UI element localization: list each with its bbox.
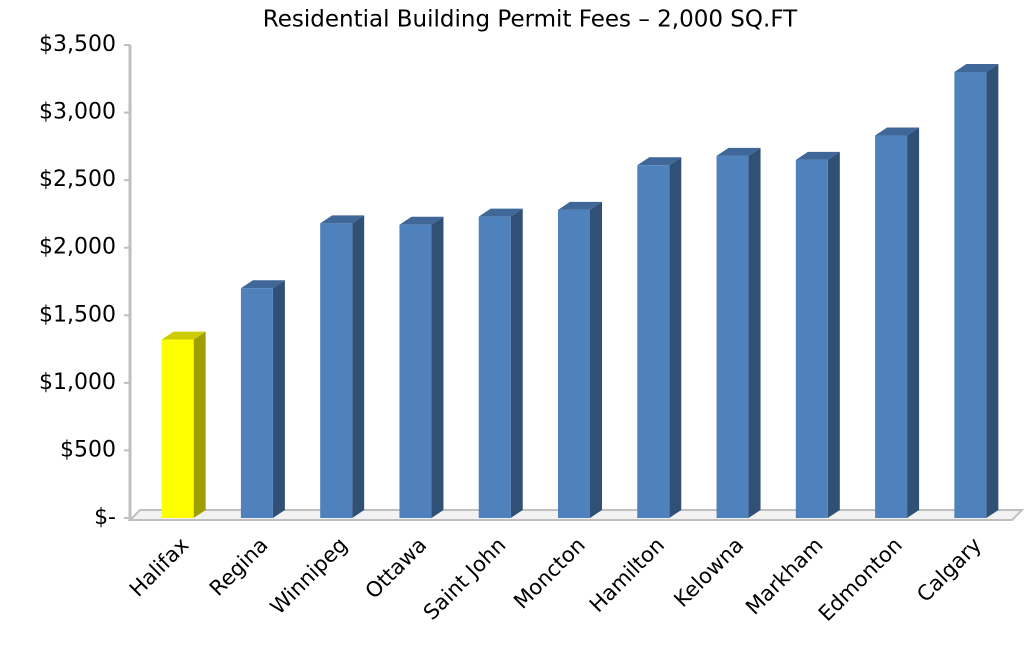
y-tick-label: $500 bbox=[60, 437, 116, 462]
bar-side bbox=[748, 147, 761, 518]
bar-front bbox=[161, 339, 194, 518]
y-tick-label: $1,000 bbox=[39, 370, 116, 395]
bar bbox=[240, 280, 285, 518]
bar-side bbox=[986, 64, 999, 519]
y-tick-label: $2,000 bbox=[39, 235, 116, 260]
bar-front bbox=[954, 72, 987, 519]
bar-side bbox=[510, 208, 523, 519]
y-tick-label: $1,500 bbox=[39, 302, 116, 327]
y-tick-label: $3,000 bbox=[39, 100, 116, 125]
bar-front bbox=[716, 155, 749, 518]
x-tick-label: Winnipeg bbox=[266, 533, 352, 619]
bar-side bbox=[272, 280, 285, 518]
bar-top bbox=[637, 157, 682, 166]
bar bbox=[795, 151, 840, 518]
x-tick-label: Markham bbox=[741, 533, 828, 620]
bar-side bbox=[431, 216, 444, 519]
bar-top bbox=[558, 201, 602, 210]
x-tick-label: Hamilton bbox=[585, 533, 669, 617]
bar-front bbox=[795, 159, 828, 518]
bar-top bbox=[240, 280, 285, 289]
x-tick-label: Edmonton bbox=[814, 533, 907, 626]
bar-top bbox=[875, 127, 920, 136]
bar-side bbox=[827, 151, 840, 518]
x-tick-label: Regina bbox=[205, 533, 273, 601]
bar bbox=[399, 216, 444, 519]
bar-front bbox=[478, 216, 511, 519]
y-tick-label: $- bbox=[94, 505, 116, 530]
bar-top bbox=[320, 215, 365, 224]
bar-front bbox=[320, 223, 353, 519]
bar-top bbox=[795, 151, 840, 160]
bar-side bbox=[669, 157, 682, 518]
y-tick-label: $2,500 bbox=[39, 167, 116, 192]
bar-top bbox=[716, 147, 761, 156]
bar-top bbox=[478, 208, 523, 217]
bar bbox=[637, 157, 682, 518]
bar-side bbox=[193, 331, 206, 518]
bar bbox=[478, 208, 523, 519]
bar-side bbox=[352, 215, 365, 519]
bar bbox=[954, 64, 999, 519]
bar-top bbox=[954, 64, 999, 73]
bar-side bbox=[590, 201, 602, 519]
bar bbox=[161, 331, 206, 518]
x-tick-label: Calgary bbox=[912, 533, 986, 607]
bar bbox=[875, 127, 920, 518]
y-tick-label: $3,500 bbox=[39, 32, 116, 57]
chart-title: Residential Building Permit Fees – 2,000… bbox=[263, 7, 798, 33]
bar-top bbox=[399, 216, 444, 225]
bar-front bbox=[240, 288, 273, 518]
bar bbox=[320, 215, 365, 519]
bar bbox=[716, 147, 761, 518]
bar-side bbox=[907, 127, 920, 518]
bar-front bbox=[399, 224, 432, 519]
bar-front bbox=[637, 165, 670, 518]
x-tick-label: Kelowna bbox=[669, 533, 748, 612]
x-tick-label: Ottawa bbox=[361, 533, 432, 604]
x-tick-label: Moncton bbox=[509, 533, 590, 614]
bar-top bbox=[161, 331, 206, 340]
x-tick-label: Halifax bbox=[125, 533, 194, 602]
x-tick-label: Saint John bbox=[419, 533, 511, 625]
bar bbox=[558, 201, 602, 519]
bar-front bbox=[558, 209, 590, 519]
bar-front bbox=[875, 135, 908, 518]
